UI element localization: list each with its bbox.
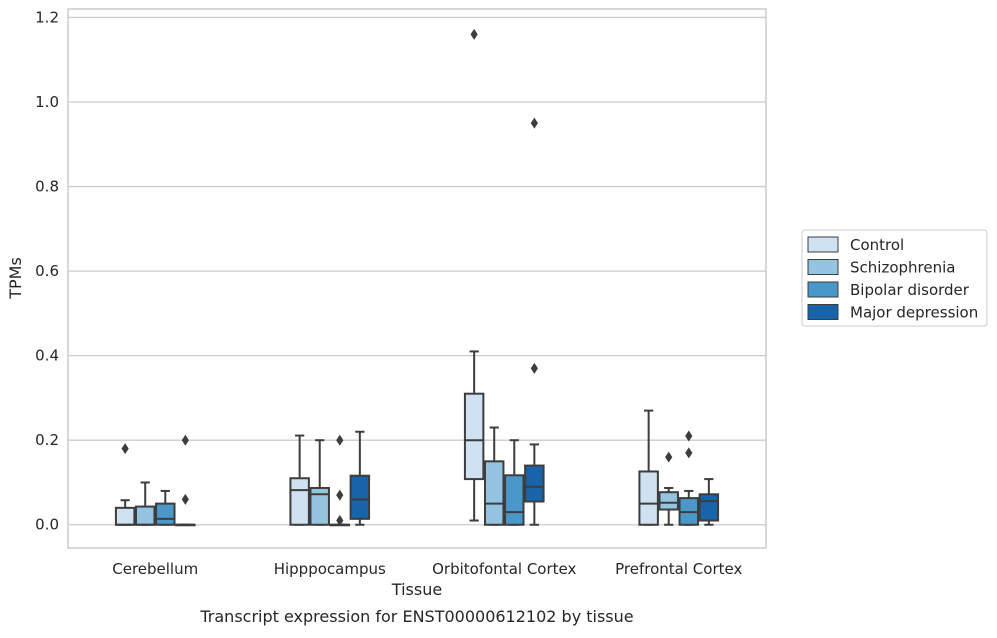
x-tick-label: Orbitofontal Cortex: [432, 560, 576, 578]
box: [524, 464, 545, 503]
box-plot: [309, 439, 330, 526]
ytick-layer: 0.0 0.2 0.4 0.6 0.8 1.0 1.2: [35, 8, 59, 533]
legend-label: Major depression: [850, 304, 978, 322]
x-axis-label: Tissue: [391, 580, 442, 599]
box: [349, 474, 371, 520]
box-plot: [463, 28, 485, 522]
chart-caption: Transcript expression for ENST0000061210…: [199, 607, 633, 626]
box-plot: [638, 409, 659, 526]
box-plot: [658, 451, 679, 526]
outlier-point: [121, 443, 129, 455]
box-plot: [698, 478, 720, 526]
box: [638, 470, 659, 526]
x-tick-label: Hipppocampus: [274, 560, 386, 578]
outlier-point: [685, 447, 693, 459]
box: [289, 477, 310, 526]
box: [463, 392, 485, 481]
legend-label: Schizophrenia: [850, 259, 955, 277]
y-tick-label: 1.0: [35, 93, 59, 111]
box: [658, 491, 679, 511]
box-plot: [524, 117, 545, 526]
x-tick-label: Prefrontal Cortex: [615, 560, 742, 578]
box-plot: [678, 430, 700, 526]
legend-label: Control: [850, 236, 904, 254]
legend-swatch: [807, 281, 839, 298]
box: [114, 506, 136, 526]
x-tick-label: Cerebellum: [112, 560, 198, 578]
outlier-point: [530, 362, 538, 374]
outlier-point: [530, 117, 538, 129]
y-tick-label: 0.0: [35, 516, 59, 534]
y-tick-label: 0.6: [35, 262, 59, 280]
box: [309, 486, 330, 526]
legend-swatch: [807, 259, 839, 275]
box-plot: [349, 430, 371, 526]
box-plot: [483, 426, 505, 526]
outlier-point: [181, 493, 189, 505]
box-plot: [289, 434, 310, 526]
box-plot: [134, 481, 156, 526]
legend-swatch: [807, 236, 839, 253]
box-plot: [504, 439, 525, 526]
legend-items: Control Schizophrenia Bipolar disorder Majo…: [807, 236, 978, 322]
box-plot: [114, 443, 136, 526]
box-plot: [155, 489, 176, 526]
legend-frame: [801, 229, 988, 327]
legend-label: Bipolar disorder: [850, 281, 970, 299]
box: [504, 474, 525, 526]
y-tick-label: 0.2: [35, 431, 59, 449]
box: [155, 502, 176, 526]
outlier-point: [685, 430, 693, 442]
outlier-point: [470, 28, 478, 40]
xtick-layer: Cerebellum Hipppocampus Orbitofontal Corte…: [112, 560, 742, 578]
y-tick-label: 0.8: [35, 178, 59, 196]
outlier-point: [181, 434, 189, 446]
y-tick-label: 1.2: [35, 8, 59, 26]
outlier-point: [336, 515, 344, 527]
outlier-point: [336, 489, 344, 501]
box: [483, 460, 505, 526]
box-plot: [175, 434, 196, 527]
plot-frame: [67, 8, 767, 549]
box-layer: [114, 28, 720, 527]
grid-layer: [68, 16, 766, 526]
legend-swatch: [807, 304, 839, 320]
box: [134, 505, 156, 526]
y-axis-label: TPMs: [6, 257, 25, 300]
y-tick-label: 0.4: [35, 347, 59, 365]
legend: Control Schizophrenia Bipolar disorder Majo…: [801, 229, 988, 327]
box: [698, 493, 720, 522]
outlier-point: [336, 434, 344, 446]
box-plot: [329, 434, 351, 527]
outlier-point: [665, 451, 673, 463]
